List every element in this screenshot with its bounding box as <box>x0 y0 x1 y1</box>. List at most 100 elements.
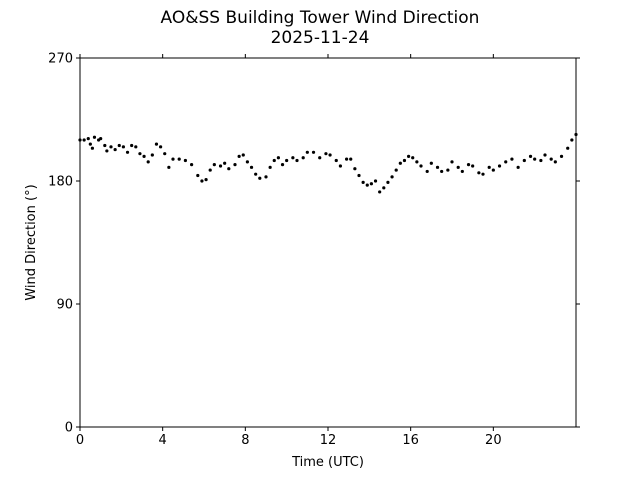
y-tick-label: 0 <box>65 421 73 436</box>
data-point <box>390 175 394 179</box>
y-tick-label: 180 <box>48 175 73 190</box>
chart-title-block: AO&SS Building Tower Wind Direction 2025… <box>0 8 640 48</box>
data-point <box>446 168 450 172</box>
data-point <box>440 169 444 174</box>
data-point <box>456 165 460 169</box>
data-point <box>177 157 181 161</box>
data-point <box>528 154 533 158</box>
data-point <box>190 163 194 167</box>
data-point <box>212 163 216 167</box>
data-point <box>378 190 382 194</box>
data-point <box>504 160 508 164</box>
data-point <box>549 157 553 161</box>
data-point <box>516 165 520 169</box>
data-point <box>566 146 570 150</box>
data-point <box>125 150 130 154</box>
data-point <box>159 145 163 149</box>
data-points <box>78 132 578 194</box>
data-point <box>142 154 146 158</box>
data-point <box>241 153 245 157</box>
data-point <box>419 164 423 168</box>
data-point <box>227 167 231 171</box>
data-point <box>345 157 349 161</box>
data-point <box>328 153 332 157</box>
data-point <box>407 154 411 158</box>
data-point <box>570 138 574 142</box>
data-point <box>130 143 134 148</box>
data-point <box>471 164 475 168</box>
data-point <box>113 147 117 152</box>
data-point <box>373 179 378 183</box>
data-point <box>402 158 407 163</box>
data-point <box>223 161 227 165</box>
data-point <box>334 158 338 163</box>
data-point <box>510 157 514 161</box>
data-point <box>109 145 113 149</box>
data-point <box>276 156 280 160</box>
data-point <box>411 156 415 160</box>
data-point <box>218 164 223 168</box>
data-point <box>92 135 97 139</box>
data-point <box>324 152 328 156</box>
chart-title: AO&SS Building Tower Wind Direction <box>160 8 480 28</box>
data-point <box>254 172 258 176</box>
chart-subtitle: 2025-11-24 <box>270 28 370 48</box>
data-point <box>415 160 419 164</box>
data-point <box>429 161 433 165</box>
plot-frame <box>79 57 577 428</box>
data-point <box>497 164 502 168</box>
data-point <box>268 165 272 169</box>
data-point <box>543 153 547 157</box>
data-point <box>398 161 402 165</box>
data-point <box>86 137 90 141</box>
data-point <box>204 178 208 182</box>
data-point <box>318 156 322 160</box>
data-point <box>99 137 103 141</box>
data-point <box>487 165 491 169</box>
data-point <box>481 172 485 176</box>
data-point <box>121 145 125 149</box>
data-point <box>349 157 353 161</box>
data-point <box>117 143 121 148</box>
x-tick-label: 16 <box>402 433 419 448</box>
x-tick-label: 20 <box>485 433 502 448</box>
data-point <box>171 157 175 161</box>
y-tick-label: 270 <box>48 52 73 67</box>
data-point <box>460 169 464 174</box>
data-point <box>103 143 107 148</box>
data-point <box>553 160 557 164</box>
data-point <box>249 165 254 169</box>
data-point <box>200 179 204 183</box>
data-point <box>183 158 187 163</box>
data-point <box>138 152 142 156</box>
x-tick-label: 12 <box>320 433 337 448</box>
data-point <box>394 168 398 172</box>
data-point <box>559 154 564 158</box>
data-point <box>311 150 316 154</box>
data-point <box>386 180 390 184</box>
data-point <box>154 142 159 146</box>
data-point <box>539 158 543 163</box>
data-point <box>88 142 92 146</box>
data-point <box>365 183 369 187</box>
data-point <box>338 164 342 168</box>
data-point <box>163 152 167 156</box>
data-point <box>134 145 138 149</box>
data-point <box>208 168 212 172</box>
data-point <box>285 158 289 163</box>
data-point <box>258 176 262 180</box>
data-point <box>146 160 150 164</box>
data-point <box>533 157 537 161</box>
data-point <box>280 163 285 167</box>
data-point <box>450 160 454 164</box>
data-point <box>369 182 373 186</box>
data-point <box>233 163 237 167</box>
y-axis-label: Wind Direction (°) <box>24 184 39 300</box>
data-point <box>82 138 86 142</box>
data-point <box>196 173 200 178</box>
data-point <box>295 158 299 163</box>
data-point <box>425 169 429 174</box>
x-tick-label: 8 <box>241 433 249 448</box>
data-point <box>491 168 495 172</box>
